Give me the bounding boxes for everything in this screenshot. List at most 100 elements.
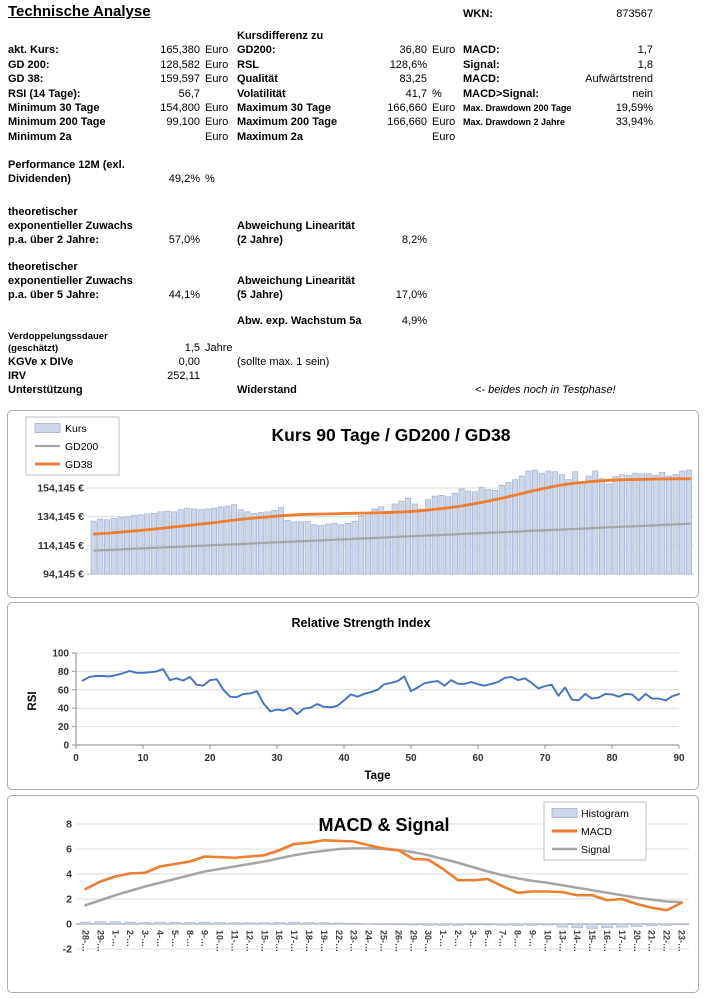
table-cell: Euro [205, 44, 229, 57]
legend-kurs-swatch [34, 423, 61, 433]
kurs-chart: 154,145 € 134,145 € 114,145 € 94,145 € Kurs … [25, 416, 694, 581]
table-cell: Maximum 2a [237, 130, 304, 143]
growth-2y-value: 57,0% [168, 234, 200, 246]
kurs-bar [458, 488, 465, 575]
kurs-bar [505, 482, 512, 575]
kurs-bar [124, 516, 131, 575]
histogram-bar [392, 923, 405, 925]
kurs-bar [378, 506, 385, 575]
kurs-bar [110, 517, 117, 575]
kurs-bar [525, 470, 532, 575]
histogram-bar [571, 923, 584, 929]
x-axis-tick-label: 29-… [95, 930, 105, 952]
rsi-chart-panel: 0 20 40 60 80 100 0 10 20 30 40 50 60 70 80 90 Relative … [7, 602, 699, 790]
histogram-bar [452, 923, 464, 926]
x-axis-tick-label: 30 [271, 753, 283, 764]
kurs-bar [391, 503, 398, 575]
histogram-bar [273, 922, 285, 925]
x-axis-tick-label: 16-… [274, 930, 284, 952]
table-cell: Maximum 200 Tage [237, 116, 338, 129]
kurs-bar [311, 524, 318, 575]
x-axis-tick-label: 17-… [289, 930, 299, 952]
table-cell: akt. Kurs: [8, 44, 59, 57]
histogram-bar [616, 923, 628, 928]
histogram-bar [154, 921, 166, 925]
table-cell: 41,7 [405, 87, 427, 100]
x-axis-tick-label: 4-… [155, 930, 165, 947]
irv-value: 252,11 [167, 370, 200, 382]
table-cell: 56,7 [178, 87, 200, 100]
x-axis-tick-label: 20-… [632, 930, 642, 952]
x-axis-title: Tage [365, 770, 391, 782]
growth-2y-label-line2: exponentieller Zuwachs [8, 220, 133, 232]
table-cell: Max. Drawdown 200 Tage [463, 102, 572, 113]
histogram-bar [124, 921, 136, 925]
kurs-bar [639, 473, 646, 575]
kurs-bar [685, 469, 692, 575]
x-axis-tick-label: 10 [137, 753, 149, 764]
x-axis-tick-label: 19-… [319, 930, 329, 952]
y-axis-tick-label: 154,145 € [37, 483, 84, 495]
table-cell: Aufwärtstrend [585, 73, 653, 86]
rsi-line [81, 668, 680, 716]
kurs-bar [625, 474, 632, 575]
table-row: Minimum 2a Euro Maximum 2a Euro [8, 130, 653, 144]
table-cell: MACD: [463, 73, 500, 86]
gd200-line [93, 522, 691, 552]
x-axis-tick-label: 70 [539, 753, 551, 764]
table-cell: RSL [237, 58, 259, 71]
kurs-bar [117, 517, 124, 575]
histogram-bar [675, 923, 688, 925]
y-axis-tick-label: 80 [58, 667, 70, 678]
kurs-bar [351, 520, 358, 575]
x-axis-tick-label: 30-… [423, 930, 433, 952]
kurs-bar [518, 475, 525, 575]
table-cell: 1,7 [637, 44, 653, 57]
table-cell: 19,59% [615, 101, 653, 114]
y-axis-tick-label: 94,145 € [43, 569, 84, 581]
table-cell: Euro [432, 101, 456, 114]
linearity-2y-label-line2: (2 Jahre) [237, 234, 283, 246]
macd-line [84, 838, 683, 912]
testphase-note: <- beides noch in Testphase! [475, 384, 616, 396]
x-axis-tick-label: 60 [472, 753, 484, 764]
histogram-bar [586, 923, 598, 929]
histogram-bar [511, 923, 524, 926]
table-cell: GD 200: [8, 58, 50, 71]
histogram-bar [645, 923, 658, 927]
table-cell: 1,8 [637, 58, 653, 71]
growth-5y-label-line3: p.a. über 5 Jahre: [8, 289, 100, 301]
table-cell: 128,6% [389, 58, 427, 71]
kurs-bar [284, 520, 291, 575]
kurs-bar [605, 483, 612, 575]
y-axis-tick-label: -2 [63, 944, 72, 956]
histogram-bar [422, 923, 435, 926]
x-axis-tick-label: 9-… [528, 930, 538, 947]
legend-signal-label: Signal [581, 844, 610, 856]
doubling-label-line1: Verdoppelungssdauer [8, 331, 108, 342]
kurs-bar [632, 472, 639, 575]
histogram-bar [109, 921, 122, 925]
histogram-bar [660, 923, 673, 926]
table-cell: Kursdifferenz zu [237, 30, 324, 42]
kurs-bar [177, 509, 184, 575]
table-cell: Minimum 2a [8, 130, 72, 143]
growth-5y-value: 44,1% [168, 289, 200, 301]
performance-value: 49,2% [168, 173, 200, 185]
histogram-bar [407, 923, 420, 926]
kurs-bar [592, 470, 599, 575]
x-axis-tick-label: 50 [405, 753, 417, 764]
performance-label-line1: Performance 12M (exl. [8, 159, 125, 171]
kurs-bar [558, 474, 565, 575]
x-axis-tick-label: 15-… [259, 930, 269, 952]
resistance-label: Widerstand [237, 384, 297, 396]
table-row: GD 200: 128,582 Euro RSL 128,6% Signal: 1,8 [8, 58, 653, 72]
kurs-bar [211, 507, 218, 575]
table-cell: MACD>Signal: [463, 87, 540, 100]
y-axis-tick-label: 134,145 € [37, 511, 84, 523]
histogram-bar [601, 923, 613, 929]
kurs-bar [572, 471, 579, 575]
histogram-bar [198, 921, 211, 925]
kurs-bar [552, 471, 559, 575]
kurs-bar [532, 469, 539, 575]
